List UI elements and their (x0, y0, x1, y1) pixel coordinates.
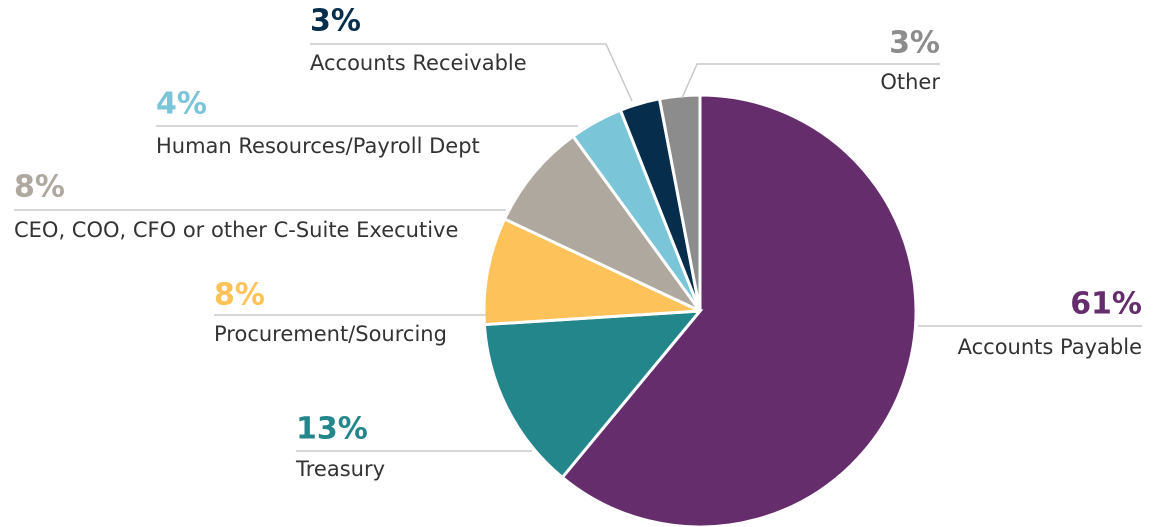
value-label: 61% (1070, 287, 1142, 322)
category-label: Accounts Payable (958, 335, 1142, 359)
leader-line (681, 63, 940, 99)
pie-slice (502, 134, 702, 313)
category-label: Procurement/Sourcing (214, 322, 447, 346)
category-label: CEO, COO, CFO or other C-Suite Executive (14, 218, 458, 242)
value-label: 8% (14, 170, 65, 205)
pie-slice (560, 93, 918, 527)
value-label: 4% (156, 87, 207, 122)
value-label: 8% (214, 278, 265, 313)
pie-slice (482, 217, 701, 327)
value-label: 3% (889, 26, 940, 61)
pie-slice (657, 93, 702, 312)
leader-line (310, 43, 633, 102)
category-label: Treasury (295, 457, 385, 481)
category-label: Other (880, 70, 940, 94)
category-label: Human Resources/Payroll Dept (156, 134, 480, 158)
value-label: 13% (296, 412, 368, 447)
pie-slice (482, 309, 704, 480)
value-label: 3% (310, 4, 361, 39)
category-label: Accounts Receivable (310, 51, 527, 75)
